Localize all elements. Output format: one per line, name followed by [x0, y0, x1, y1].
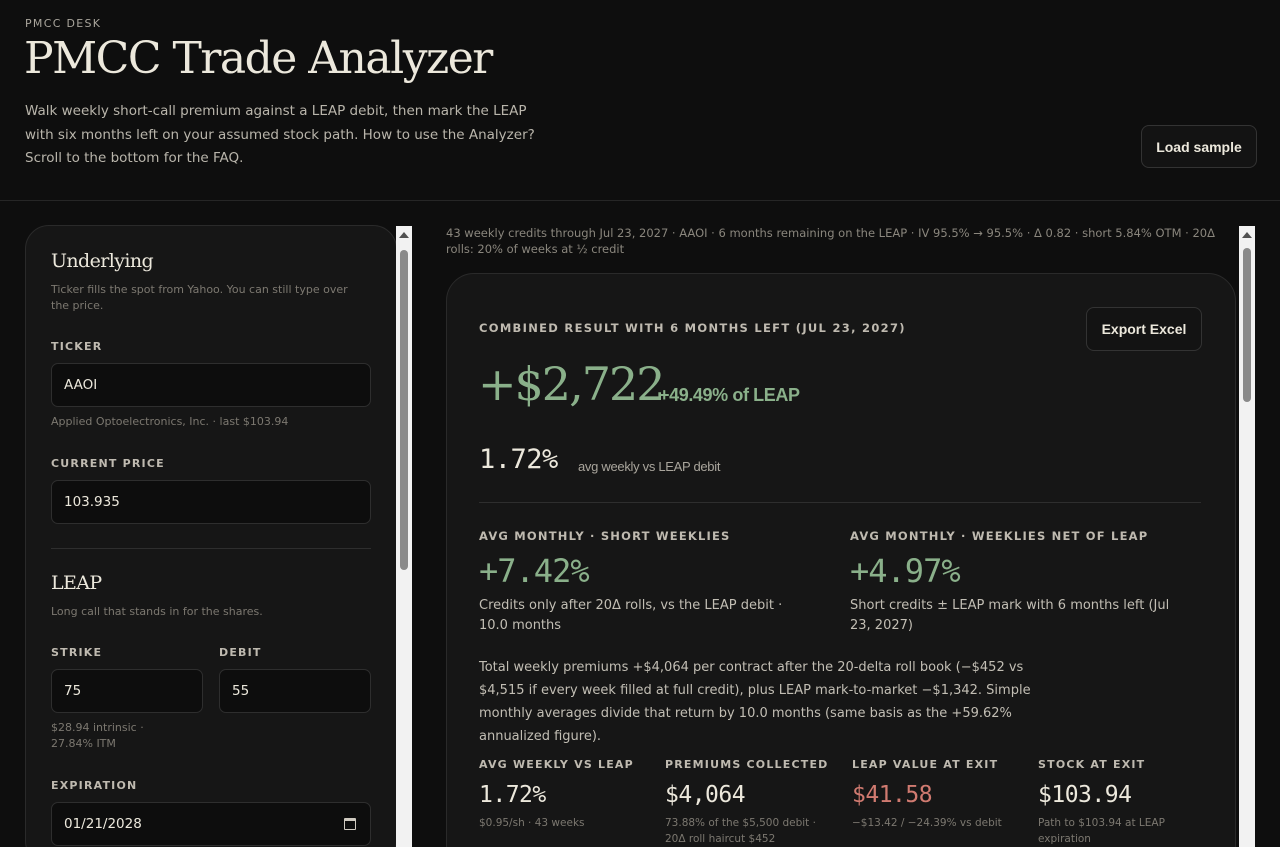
- kpi-leap-exit-value: $41.58: [852, 782, 933, 808]
- kpi-stock-exit-sub: Path to $103.94 at LEAP expiration: [1038, 817, 1165, 845]
- page-eyebrow: PMCC DESK: [25, 17, 102, 30]
- kpi-leap-exit-label: LEAP VALUE AT EXIT: [852, 758, 999, 771]
- results-scrollbar[interactable]: [1239, 226, 1255, 847]
- section-divider: [51, 548, 371, 549]
- combined-pl-value: +$2,722: [478, 357, 665, 411]
- kpi-stock-exit-label: STOCK AT EXIT: [1038, 758, 1146, 771]
- monthly-short-value: +7.42%: [479, 552, 590, 590]
- calendar-icon[interactable]: [344, 818, 356, 830]
- expiration-date-input[interactable]: 01/21/2028: [51, 802, 371, 846]
- results-scrollbar-thumb[interactable]: [1243, 248, 1251, 402]
- price-label: CURRENT PRICE: [51, 457, 165, 470]
- kpi-premiums-label: PREMIUMS COLLECTED: [665, 758, 829, 771]
- result-card: COMBINED RESULT WITH 6 MONTHS LEFT (JUL …: [446, 273, 1236, 847]
- page-header: PMCC DESK PMCC Trade Analyzer Walk weekl…: [0, 0, 1280, 201]
- kpi-stock-exit-value: $103.94: [1038, 782, 1132, 808]
- ticker-hint: Applied Optoelectronics, Inc. · last $10…: [51, 415, 289, 428]
- kpi-avg-weekly-value: 1.72%: [479, 782, 546, 808]
- ticker-label: TICKER: [51, 340, 103, 353]
- kpi-avg-weekly-label: AVG WEEKLY VS LEAP: [479, 758, 634, 771]
- avg-weekly-label: avg weekly vs LEAP debit: [578, 459, 721, 474]
- monthly-net-desc: Short credits ± LEAP mark with 6 months …: [850, 598, 1170, 633]
- inputs-scrollbar-thumb[interactable]: [400, 250, 408, 570]
- combined-pl-percent: +49.49% of LEAP: [659, 385, 800, 405]
- underlying-description: Ticker fills the spot from Yahoo. You ca…: [51, 283, 348, 312]
- page-title: PMCC Trade Analyzer: [24, 33, 493, 84]
- price-input[interactable]: 103.935: [51, 480, 371, 524]
- kpi-premiums-value: $4,064: [665, 782, 746, 808]
- result-summary: Total weekly premiums +$4,064 per contra…: [479, 660, 1031, 744]
- monthly-net-value: +4.97%: [850, 552, 961, 590]
- monthly-net-label: AVG MONTHLY · WEEKLIES NET OF LEAP: [850, 529, 1149, 543]
- kpi-leap-exit-sub: −$13.42 / −24.39% vs debit: [852, 817, 1002, 829]
- ticker-value: AAOI: [64, 377, 98, 393]
- monthly-short-label: AVG MONTHLY · SHORT WEEKLIES: [479, 529, 731, 543]
- load-sample-button[interactable]: Load sample: [1141, 125, 1257, 168]
- export-excel-button[interactable]: Export Excel: [1086, 307, 1202, 351]
- expiration-label: EXPIRATION: [51, 779, 138, 792]
- inputs-scrollbar[interactable]: [396, 226, 412, 847]
- strike-hint-intrinsic: $28.94 intrinsic ·: [51, 721, 144, 734]
- result-eyebrow: COMBINED RESULT WITH 6 MONTHS LEFT (JUL …: [479, 321, 906, 335]
- scroll-up-icon[interactable]: [1242, 232, 1252, 238]
- strike-input[interactable]: 75: [51, 669, 203, 713]
- result-divider: [479, 502, 1201, 503]
- avg-weekly-value: 1.72%: [479, 444, 558, 475]
- leap-description: Long call that stands in for the shares.: [51, 605, 263, 618]
- ticker-input[interactable]: AAOI: [51, 363, 371, 407]
- page-subtitle: Walk weekly short-call premium against a…: [25, 103, 535, 166]
- strike-label: STRIKE: [51, 646, 103, 659]
- debit-label: DEBIT: [219, 646, 262, 659]
- monthly-short-desc: Credits only after 20Δ rolls, vs the LEA…: [479, 598, 783, 633]
- debit-input[interactable]: 55: [219, 669, 371, 713]
- debit-value: 55: [232, 683, 250, 699]
- strike-value: 75: [64, 683, 82, 699]
- inputs-panel: Underlying Ticker fills the spot from Ya…: [25, 225, 397, 847]
- leap-title: LEAP: [51, 572, 102, 594]
- expiration-value: 01/21/2028: [64, 816, 142, 832]
- price-value: 103.935: [64, 494, 120, 510]
- underlying-title: Underlying: [51, 250, 154, 272]
- scroll-up-icon[interactable]: [399, 232, 409, 238]
- kpi-avg-weekly-sub: $0.95/sh · 43 weeks: [479, 817, 585, 829]
- strike-hint-itm: 27.84% ITM: [51, 737, 116, 750]
- run-summary-line: 43 weekly credits through Jul 23, 2027 ·…: [446, 226, 1215, 256]
- kpi-premiums-sub: 73.88% of the $5,500 debit · 20Δ roll ha…: [665, 817, 816, 845]
